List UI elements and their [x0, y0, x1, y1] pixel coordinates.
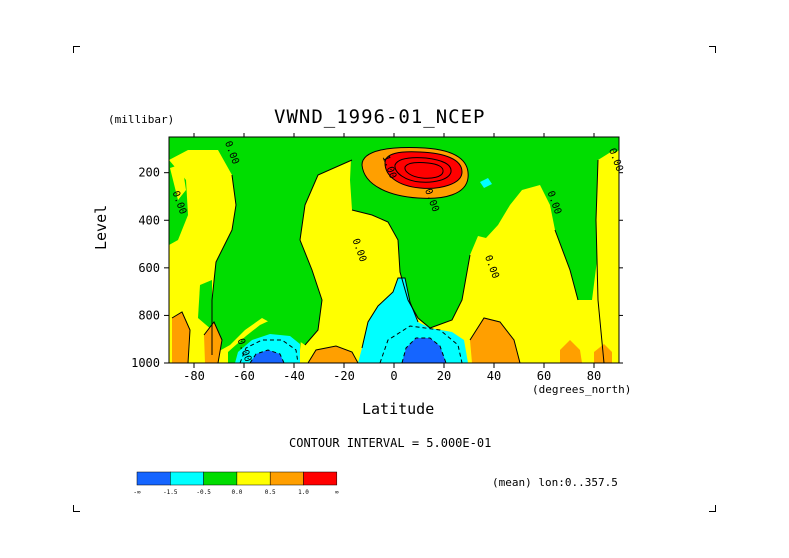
x-tick-label: 60 — [537, 369, 551, 383]
colorbar-swatch — [136, 471, 171, 486]
contour-line — [249, 349, 285, 363]
y-axis-ticks: 200 400 600 800 1000 — [131, 166, 623, 370]
contour-line — [351, 209, 471, 329]
contour-line — [211, 174, 237, 355]
colorbar-label: -1.5 — [163, 489, 178, 496]
colorbar: -∞ -1.5 -0.5 0.0 0.5 1.0 ∞ — [133, 471, 339, 496]
colorbar-label: 0.0 — [231, 489, 242, 496]
contour-line — [394, 157, 452, 183]
contour-line — [554, 229, 579, 301]
contour-line — [469, 317, 521, 363]
x-axis-label: Latitude — [362, 400, 435, 418]
shaded-field — [169, 137, 619, 363]
x-tick-label: 20 — [437, 369, 451, 383]
contour-interval-text: CONTOUR INTERVAL = 5.000E-01 — [289, 436, 492, 450]
colorbar-swatch — [303, 471, 338, 486]
orange-region-sw1 — [172, 312, 190, 363]
orange-region-ne — [470, 318, 520, 363]
colorbar-swatch — [170, 471, 204, 486]
yellow-island-north — [512, 197, 526, 222]
x-tick-label: -60 — [233, 369, 255, 383]
orange-region-sw2 — [204, 322, 222, 363]
y-tick-label: 600 — [138, 261, 160, 275]
yellow-island-south — [170, 164, 186, 200]
contour-line — [384, 151, 463, 189]
contour-lines — [171, 147, 605, 363]
y-units-label: (millibar) — [108, 113, 175, 126]
x-tick-label: 0 — [390, 369, 397, 383]
x-tick-label: 40 — [487, 369, 501, 383]
contour-line — [307, 345, 359, 363]
crop-mark-top-left — [73, 46, 80, 53]
orange-region-s — [308, 346, 358, 363]
green-region-south — [169, 137, 352, 355]
contour-line — [379, 325, 463, 363]
x-tick-label: -80 — [183, 369, 205, 383]
y-tick-label: 200 — [138, 166, 160, 180]
contour-line — [361, 277, 419, 349]
y-tick-label: 800 — [138, 308, 160, 322]
blue-region-south — [250, 350, 284, 363]
orange-region-e — [560, 340, 582, 363]
cyan-spot-north — [480, 178, 492, 188]
y-tick-label: 1000 — [131, 356, 160, 370]
crop-mark-top-right — [709, 46, 716, 53]
colorbar-label: 0.5 — [265, 489, 276, 496]
contour-line — [404, 162, 444, 179]
colorbar-label: 1.0 — [298, 489, 309, 496]
green-region-southeast — [198, 280, 212, 330]
contour-line — [239, 339, 299, 363]
mean-longitude-label: (mean) lon:0..357.5 — [492, 476, 618, 489]
blue-region-equator — [402, 338, 446, 363]
colorbar-label: ∞ — [335, 489, 339, 496]
colorbar-label: -0.5 — [196, 489, 211, 496]
x-units-label: (degrees_north) — [532, 383, 632, 396]
contour-line — [595, 159, 605, 363]
crop-mark-bottom-left — [73, 505, 80, 512]
contour-line — [299, 159, 353, 346]
x-tick-label: -20 — [333, 369, 355, 383]
colorbar-swatch — [203, 471, 238, 486]
yellow-column — [596, 150, 619, 363]
crop-mark-bottom-right — [709, 505, 716, 512]
y-tick-label: 400 — [138, 213, 160, 227]
contour-line — [171, 311, 191, 363]
chart-title: VWND_1996-01_NCEP — [274, 106, 486, 128]
colorbar-swatch — [269, 471, 304, 486]
x-tick-label: 80 — [587, 369, 601, 383]
colorbar-swatch — [236, 471, 271, 486]
x-axis-ticks: -80 -60 -40 -20 0 20 40 60 80 — [183, 133, 601, 383]
contour-line — [401, 337, 447, 363]
contour-line — [361, 147, 469, 199]
contour-line — [203, 321, 223, 363]
x-tick-label: -40 — [283, 369, 305, 383]
colorbar-label: -∞ — [133, 489, 141, 496]
